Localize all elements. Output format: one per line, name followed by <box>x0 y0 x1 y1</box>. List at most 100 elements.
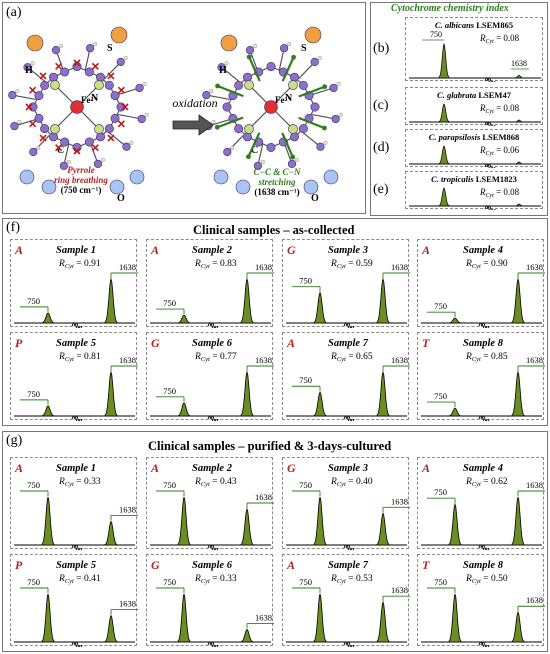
stretch-wavenumber: (1638 cm⁻¹) <box>254 187 299 197</box>
stretch-arrow <box>248 56 261 82</box>
atom-label-h: H <box>25 65 33 76</box>
breathing-arrow <box>107 134 115 142</box>
carbon-atom <box>331 114 340 124</box>
peak-1638 <box>376 370 390 417</box>
sample-name: Sample 7 <box>328 338 369 349</box>
peak-750 <box>313 496 327 546</box>
axis-break-mark <box>345 641 355 647</box>
hydrogen-atom <box>59 44 64 49</box>
carbon-atom <box>116 57 125 67</box>
carbon-atom <box>234 124 244 134</box>
species-letter: G <box>287 461 296 475</box>
stretch-arrow-head <box>246 54 252 60</box>
axis-break-mark <box>484 163 494 168</box>
peak-label-1638: 1638 <box>119 504 136 514</box>
stretch-arrow <box>298 85 326 98</box>
stretch-label: C−C & C−N <box>254 167 301 177</box>
peak-label-1638: 1638 <box>391 585 408 595</box>
breathing-arrow <box>25 103 33 111</box>
r-cyt-value: RCyt = 0.06 <box>479 145 520 157</box>
panel-label-a: (a) <box>6 5 22 20</box>
species-letter: G <box>151 336 160 350</box>
peak-label-1638: 1638 <box>119 262 136 272</box>
carbon-atom <box>51 46 61 55</box>
hydrogen-atom <box>66 159 71 164</box>
panel-label-e: (e) <box>373 182 389 197</box>
carbon-atom <box>60 137 70 147</box>
sample-chart: G Sample 6 RCyt = 0.33 750 1638 <box>150 558 274 647</box>
oxygen-atom <box>41 179 57 195</box>
sample-panel: T Sample 8 RCyt = 0.85 750 1638 <box>417 332 545 421</box>
sample-chart: P Sample 5 RCyt = 0.41 750 1638 <box>14 558 138 647</box>
peak-label-750: 750 <box>163 577 176 587</box>
sulfur-atom <box>110 26 128 44</box>
carbon-atom <box>266 142 276 152</box>
carbon-atom <box>93 159 103 168</box>
axis-break-mark <box>343 415 353 421</box>
sample-panel: A Sample 4 RCyt = 0.90 750 1638 <box>417 239 545 328</box>
peak-750 <box>448 593 462 643</box>
stretch-arrow <box>281 56 295 82</box>
sulfur-atom <box>304 26 322 44</box>
cytochrome-strain-panel: C. glabrata LSEM47 RCyt = 0.08 <box>405 87 543 126</box>
axis-break-mark <box>480 415 490 421</box>
species-letter: T <box>422 336 430 350</box>
carbon-atom <box>84 67 94 77</box>
oxygen-atom <box>19 169 35 185</box>
sample-panel: A Sample 4 RCyt = 0.62 750 1638 <box>417 457 545 550</box>
r-cyt-value: RCyt = 0.33 <box>194 574 237 585</box>
species-letter: A <box>421 243 430 257</box>
axis-break-mark <box>209 322 219 328</box>
hydrogen-atom <box>323 140 328 145</box>
peak-label-750: 750 <box>27 480 40 490</box>
breathing-arrow <box>117 86 125 94</box>
carbon-atom <box>298 124 308 134</box>
stretch-arrow <box>298 116 325 130</box>
sample-name: Sample 5 <box>56 338 96 349</box>
peak-750 <box>177 496 191 546</box>
axis-break-mark <box>209 544 219 550</box>
carbon-atom <box>234 80 244 90</box>
sample-panel: A Sample 2 RCyt = 0.83 750 1638 <box>146 239 274 328</box>
section-f-title: Clinical samples – as-collected <box>193 223 355 237</box>
axis-break-mark <box>343 322 353 328</box>
nitrogen-atom <box>50 80 60 90</box>
breathing-arrow <box>121 103 129 111</box>
species-letter: A <box>14 461 23 475</box>
axis-break-mark <box>486 121 496 126</box>
sample-name: Sample 4 <box>463 463 503 474</box>
sample-chart: P Sample 5 RCyt = 0.81 750 1638 <box>14 336 138 421</box>
sample-name: Sample 3 <box>328 245 368 256</box>
peak-750 <box>41 312 55 324</box>
axis-break-mark <box>480 322 490 328</box>
axis-break-mark <box>71 544 81 550</box>
orange-atom <box>26 34 44 52</box>
hydrogen-atom <box>100 157 105 162</box>
sample-chart: A Sample 4 RCyt = 0.62 750 1638 <box>421 461 545 550</box>
cytochrome-strain-panel: C. albicans LSEM865 RCyt = 0.08 750 1638 <box>405 17 543 82</box>
atom-label-o: O <box>117 193 125 204</box>
hydrogen-atom <box>294 157 299 162</box>
carbon-atom <box>96 132 106 142</box>
peak-750 <box>41 496 55 546</box>
species-letter: A <box>14 243 23 257</box>
atom-label-c: C <box>251 145 258 156</box>
breathing-arrow <box>29 86 37 94</box>
sample-panel: G Sample 3 RCyt = 0.59 750 1638 <box>282 239 410 328</box>
peak-1638 <box>104 277 118 324</box>
carbon-atom <box>86 44 95 53</box>
oxygen-atom <box>213 169 229 185</box>
carbon-atom <box>253 161 262 170</box>
carbon-atom <box>135 83 144 93</box>
species-letter: G <box>151 558 160 572</box>
sample-chart: T Sample 8 RCyt = 0.50 750 1638 <box>421 558 545 647</box>
atom-label-n: N <box>285 93 293 104</box>
sample-chart: T Sample 8 RCyt = 0.85 750 1638 <box>421 336 545 421</box>
axis-break-mark <box>73 322 83 328</box>
oxygen-atom <box>303 179 319 195</box>
pyrrole-wavenumber: (750 cm⁻¹) <box>61 185 102 195</box>
peak-750 <box>448 502 462 546</box>
axis-break-mark <box>73 544 83 550</box>
sample-name: Sample 8 <box>463 560 504 571</box>
species-letter: T <box>422 558 430 572</box>
